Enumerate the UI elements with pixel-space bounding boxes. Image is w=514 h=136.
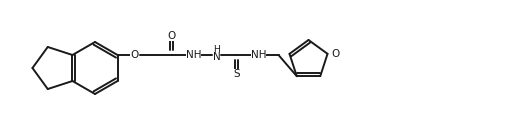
Text: NH: NH xyxy=(186,50,201,60)
Text: NH: NH xyxy=(251,50,266,60)
Text: H: H xyxy=(213,46,220,55)
Text: O: O xyxy=(332,49,340,59)
Text: O: O xyxy=(131,50,139,60)
Text: N: N xyxy=(213,52,221,62)
Text: S: S xyxy=(233,69,240,79)
Text: O: O xyxy=(168,31,176,41)
